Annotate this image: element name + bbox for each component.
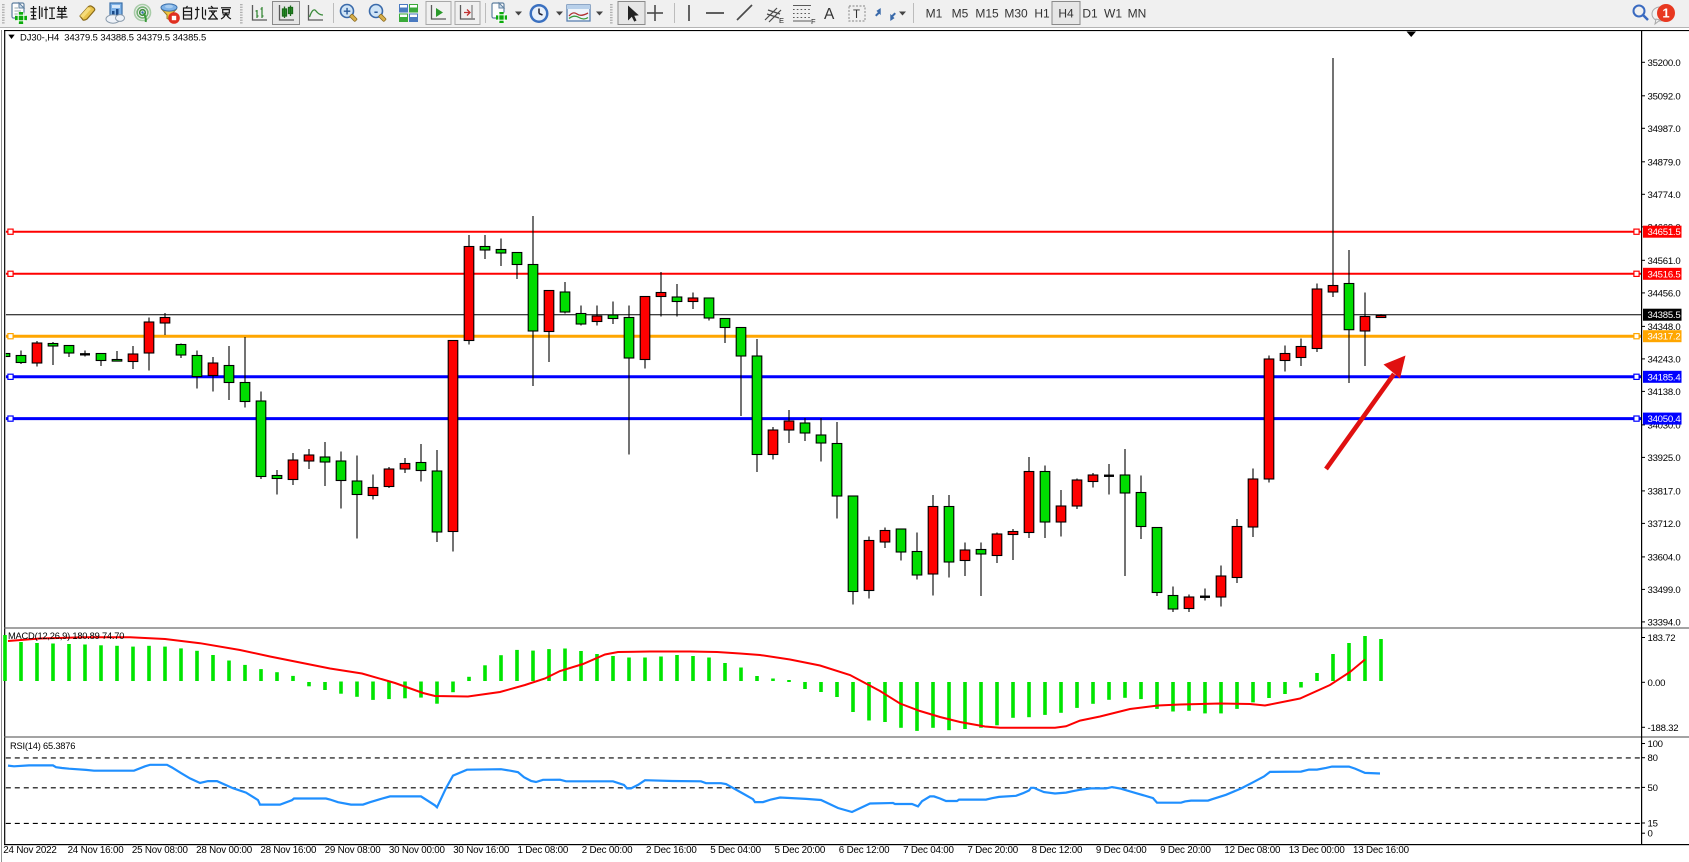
svg-text:34774.0: 34774.0 [1648,190,1681,201]
svg-text:M1: M1 [926,7,943,21]
svg-text:33394.0: 33394.0 [1648,617,1681,628]
svg-text:8 Dec 12:00: 8 Dec 12:00 [1032,845,1083,856]
svg-text:E: E [779,16,784,25]
svg-text:1 Dec 08:00: 1 Dec 08:00 [517,845,568,856]
svg-text:34050.4: 34050.4 [1648,414,1682,425]
svg-text:9 Dec 20:00: 9 Dec 20:00 [1160,845,1211,856]
svg-text:34138.0: 34138.0 [1648,387,1681,398]
svg-text:34987.0: 34987.0 [1648,124,1681,135]
svg-text:A: A [824,6,835,23]
svg-text:183.72: 183.72 [1648,633,1676,644]
svg-text:0.00: 0.00 [1648,678,1666,689]
svg-text:30 Nov 16:00: 30 Nov 16:00 [453,845,510,856]
svg-text:9 Dec 04:00: 9 Dec 04:00 [1096,845,1147,856]
svg-text:12 Dec 08:00: 12 Dec 08:00 [1224,845,1281,856]
svg-text:W1: W1 [1104,7,1122,21]
svg-text:50: 50 [1648,783,1658,794]
svg-text:29 Nov 08:00: 29 Nov 08:00 [325,845,382,856]
svg-text:33925.0: 33925.0 [1648,453,1681,464]
svg-text:34879.0: 34879.0 [1648,157,1681,168]
svg-text:13 Dec 16:00: 13 Dec 16:00 [1353,845,1410,856]
svg-text:34516.5: 34516.5 [1648,269,1681,280]
svg-text:7 Dec 20:00: 7 Dec 20:00 [967,845,1018,856]
svg-text:34030.0: 34030.0 [1648,420,1681,431]
svg-text:35200.0: 35200.0 [1648,58,1681,69]
svg-text:33604.0: 33604.0 [1648,552,1681,563]
svg-text:35092.0: 35092.0 [1648,91,1681,102]
svg-text:-188.32: -188.32 [1648,723,1679,734]
svg-text:M5: M5 [952,7,969,21]
svg-text:1: 1 [1662,6,1669,21]
svg-text:M30: M30 [1004,7,1028,21]
svg-text:H4: H4 [1058,7,1074,21]
svg-text:34243.0: 34243.0 [1648,354,1681,365]
svg-text:DJ30-,H4 34379.5 34388.5 3437: DJ30-,H4 34379.5 34388.5 34379.5 34385.5 [20,32,206,43]
svg-text:-: - [374,4,378,19]
svg-text:30 Nov 00:00: 30 Nov 00:00 [389,845,446,856]
svg-text:0: 0 [1648,829,1653,840]
svg-text:+: + [343,4,351,19]
svg-text:34561.0: 34561.0 [1648,256,1681,267]
svg-text:34651.5: 34651.5 [1648,227,1681,238]
svg-text:7 Dec 04:00: 7 Dec 04:00 [903,845,954,856]
svg-text:24 Nov 16:00: 24 Nov 16:00 [68,845,125,856]
svg-text:RSI(14) 65.3876: RSI(14) 65.3876 [10,741,75,751]
svg-text:MACD(12,26,9) 180.89 74.70: MACD(12,26,9) 180.89 74.70 [8,631,124,641]
svg-text:2 Dec 00:00: 2 Dec 00:00 [582,845,633,856]
svg-text:28 Nov 16:00: 28 Nov 16:00 [260,845,317,856]
svg-text:33712.0: 33712.0 [1648,519,1681,530]
svg-text:15: 15 [1648,819,1658,830]
svg-text:5 Dec 04:00: 5 Dec 04:00 [710,845,761,856]
svg-text:D1: D1 [1082,7,1098,21]
svg-text:33499.0: 33499.0 [1648,585,1681,596]
svg-text:M15: M15 [975,7,999,21]
svg-text:34348.0: 34348.0 [1648,322,1681,333]
svg-text:T: T [853,9,860,21]
svg-text:33817.0: 33817.0 [1648,486,1681,497]
svg-text:34185.4: 34185.4 [1648,372,1682,383]
svg-text:80: 80 [1648,753,1658,764]
svg-text:F: F [811,17,816,26]
svg-text:6 Dec 12:00: 6 Dec 12:00 [839,845,890,856]
svg-text:28 Nov 00:00: 28 Nov 00:00 [196,845,253,856]
svg-text:MN: MN [1128,7,1147,21]
svg-text:13 Dec 00:00: 13 Dec 00:00 [1289,845,1346,856]
svg-text:34317.2: 34317.2 [1648,332,1681,343]
svg-text:25 Nov 08:00: 25 Nov 08:00 [132,845,189,856]
svg-text:2 Dec 16:00: 2 Dec 16:00 [646,845,697,856]
svg-text:34456.0: 34456.0 [1648,288,1681,299]
svg-text:5 Dec 20:00: 5 Dec 20:00 [775,845,826,856]
svg-text:H1: H1 [1034,7,1050,21]
svg-text:34385.5: 34385.5 [1648,310,1681,321]
svg-text:24 Nov 2022: 24 Nov 2022 [3,845,56,856]
svg-text:100: 100 [1648,739,1663,750]
